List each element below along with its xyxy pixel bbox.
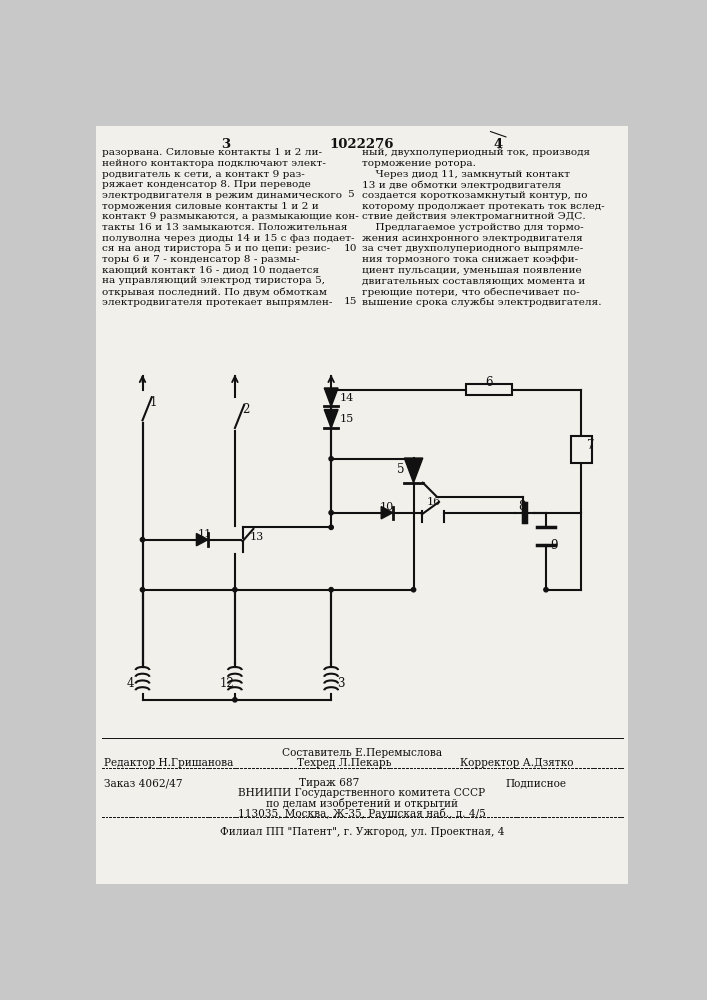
- Text: 4: 4: [127, 677, 134, 690]
- Text: торможения силовые контакты 1 и 2 и: торможения силовые контакты 1 и 2 и: [102, 202, 318, 211]
- Text: 8: 8: [518, 500, 526, 513]
- Text: 1: 1: [149, 396, 157, 409]
- Text: 5: 5: [347, 190, 354, 199]
- Polygon shape: [325, 410, 338, 428]
- Polygon shape: [197, 533, 208, 546]
- Circle shape: [544, 588, 548, 592]
- Text: Заказ 4062/47: Заказ 4062/47: [104, 778, 182, 788]
- Text: 4: 4: [493, 138, 503, 151]
- Text: ВНИИПИ Государственного комитета СССР: ВНИИПИ Государственного комитета СССР: [238, 788, 486, 798]
- Text: за счет двухполупериодного выпрямле-: за счет двухполупериодного выпрямле-: [362, 244, 583, 253]
- Text: ный, двухполупериодный ток, производя: ный, двухполупериодный ток, производя: [362, 148, 590, 157]
- Text: Предлагаемое устройство для тормо-: Предлагаемое устройство для тормо-: [362, 223, 583, 232]
- Text: 11: 11: [198, 529, 212, 539]
- Text: Тираж 687: Тираж 687: [298, 778, 359, 788]
- Circle shape: [329, 457, 333, 461]
- Text: которому продолжает протекать ток вслед-: которому продолжает протекать ток вслед-: [362, 202, 604, 211]
- Text: 13: 13: [250, 532, 264, 542]
- Text: 9: 9: [551, 539, 558, 552]
- Text: циент пульсации, уменьшая появление: циент пульсации, уменьшая появление: [362, 266, 582, 275]
- Text: электродвигателя протекает выпрямлен-: электродвигателя протекает выпрямлен-: [102, 298, 332, 307]
- Text: Составитель Е.Перемыслова: Составитель Е.Перемыслова: [282, 748, 442, 758]
- Circle shape: [329, 525, 333, 529]
- Text: торы 6 и 7 - конденсатор 8 - размы-: торы 6 и 7 - конденсатор 8 - размы-: [102, 255, 299, 264]
- Text: Техред Л.Пекарь: Техред Л.Пекарь: [296, 758, 391, 768]
- Text: Через диод 11, замкнутый контакт: Через диод 11, замкнутый контакт: [362, 170, 570, 179]
- Text: Корректор А.Дзятко: Корректор А.Дзятко: [460, 758, 573, 768]
- Circle shape: [141, 588, 145, 592]
- Text: торможение ротора.: торможение ротора.: [362, 159, 476, 168]
- Text: 1022276: 1022276: [329, 138, 395, 151]
- Polygon shape: [325, 388, 338, 406]
- Circle shape: [329, 588, 333, 592]
- Text: 10: 10: [380, 502, 394, 512]
- Text: разорвана. Силовые контакты 1 и 2 ли-: разорвана. Силовые контакты 1 и 2 ли-: [102, 148, 322, 157]
- Text: 13 и две обмотки электродвигателя: 13 и две обмотки электродвигателя: [362, 180, 561, 190]
- Text: 15: 15: [344, 297, 357, 306]
- Text: 6: 6: [485, 376, 493, 389]
- Polygon shape: [404, 458, 423, 483]
- Text: такты 16 и 13 замыкаются. Положительная: такты 16 и 13 замыкаются. Положительная: [102, 223, 347, 232]
- Text: 5: 5: [397, 463, 404, 476]
- Text: нейного контактора подключают элект-: нейного контактора подключают элект-: [102, 159, 325, 168]
- Text: контакт 9 размыкаются, а размыкающие кон-: контакт 9 размыкаются, а размыкающие кон…: [102, 212, 358, 221]
- Text: 7: 7: [587, 439, 595, 452]
- Circle shape: [233, 588, 237, 592]
- Circle shape: [411, 588, 416, 592]
- Text: греющие потери, что обеспечивает по-: греющие потери, что обеспечивает по-: [362, 287, 580, 297]
- Text: родвигатель к сети, а контакт 9 раз-: родвигатель к сети, а контакт 9 раз-: [102, 170, 305, 179]
- Text: вышение срока службы электродвигателя.: вышение срока службы электродвигателя.: [362, 298, 602, 307]
- Bar: [571, 436, 592, 463]
- Text: открывая последний. По двум обмоткам: открывая последний. По двум обмоткам: [102, 287, 327, 297]
- Text: по делам изобретений и открытий: по делам изобретений и открытий: [266, 798, 458, 809]
- Text: 3: 3: [221, 138, 230, 151]
- Circle shape: [329, 511, 333, 515]
- Text: жения асинхронного электродвигателя: жения асинхронного электродвигателя: [362, 234, 583, 243]
- Text: 16: 16: [426, 497, 441, 507]
- Text: ряжает конденсатор 8. При переводе: ряжает конденсатор 8. При переводе: [102, 180, 310, 189]
- Text: ния тормозного тока снижает коэффи-: ния тормозного тока снижает коэффи-: [362, 255, 578, 264]
- Circle shape: [141, 537, 145, 542]
- Text: Филиал ПП "Патент", г. Ужгород, ул. Проектная, 4: Филиал ПП "Патент", г. Ужгород, ул. Прое…: [220, 827, 504, 837]
- Text: ствие действия электромагнитной ЭДС.: ствие действия электромагнитной ЭДС.: [362, 212, 585, 221]
- Text: на управляющий электрод тиристора 5,: на управляющий электрод тиристора 5,: [102, 276, 325, 285]
- Text: 15: 15: [339, 414, 354, 424]
- Text: двигательных составляющих момента и: двигательных составляющих момента и: [362, 276, 585, 285]
- Bar: [466, 384, 512, 395]
- Text: 3: 3: [337, 677, 345, 690]
- Polygon shape: [381, 507, 393, 519]
- Text: 12: 12: [219, 677, 234, 690]
- Text: 113035, Москва, Ж-35, Раушская наб., д. 4/5: 113035, Москва, Ж-35, Раушская наб., д. …: [238, 808, 486, 819]
- Text: электродвигателя в режим динамического: электродвигателя в режим динамического: [102, 191, 341, 200]
- Text: полуволна через диоды 14 и 15 с фаз подает-: полуволна через диоды 14 и 15 с фаз пода…: [102, 234, 354, 243]
- Text: 14: 14: [339, 393, 354, 403]
- Text: создается короткозамкнутый контур, по: создается короткозамкнутый контур, по: [362, 191, 588, 200]
- Text: 2: 2: [242, 403, 249, 416]
- Text: Подписное: Подписное: [506, 778, 567, 788]
- Text: ся на анод тиристора 5 и по цепи: резис-: ся на анод тиристора 5 и по цепи: резис-: [102, 244, 330, 253]
- Circle shape: [233, 698, 237, 702]
- Text: 10: 10: [344, 244, 357, 253]
- Text: Редактор Н.Гришанова: Редактор Н.Гришанова: [104, 758, 233, 768]
- Text: кающий контакт 16 - диод 10 подается: кающий контакт 16 - диод 10 подается: [102, 266, 319, 275]
